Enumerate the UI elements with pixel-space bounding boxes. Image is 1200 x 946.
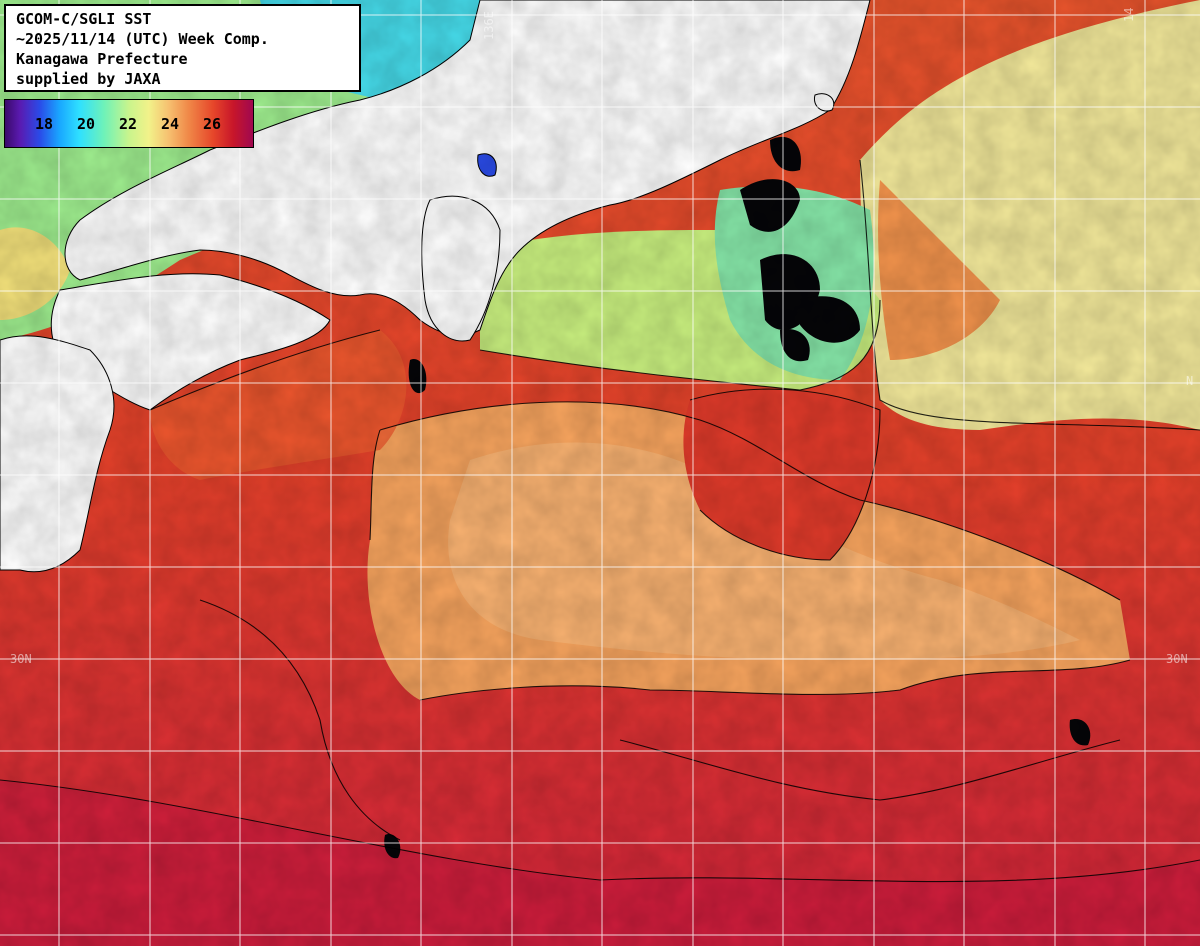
- lon-label-136e: 136E: [482, 11, 496, 40]
- scale-tick-18: 18: [35, 115, 54, 133]
- title-region: Kanagawa Prefecture: [16, 50, 188, 68]
- scale-tick-26: 26: [203, 115, 222, 133]
- title-credit: supplied by JAXA: [16, 70, 161, 88]
- scale-tick-20: 20: [77, 115, 96, 133]
- lat-label-upper-right: N: [1186, 374, 1194, 388]
- title-product: GCOM-C/SGLI SST: [16, 10, 152, 28]
- color-scale-bar: [5, 100, 253, 147]
- lat-label-30n-right: 30N: [1166, 652, 1188, 666]
- scale-tick-24: 24: [161, 115, 180, 133]
- sst-color-scale: 18 20 22 24 26: [4, 99, 254, 148]
- scale-tick-22: 22: [119, 115, 138, 133]
- lon-label-14: 14: [1122, 7, 1136, 22]
- title-date: ~2025/11/14 (UTC) Week Comp.: [16, 30, 269, 48]
- lat-label-30n-left: 30N: [10, 652, 32, 666]
- title-box: GCOM-C/SGLI SST ~2025/11/14 (UTC) Week C…: [4, 4, 361, 92]
